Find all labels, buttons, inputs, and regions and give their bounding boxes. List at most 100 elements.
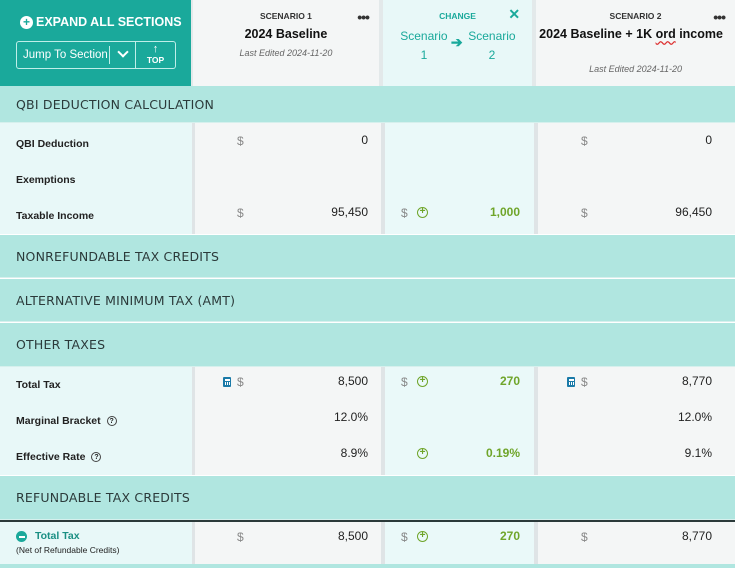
collapse-minus-icon[interactable] — [16, 531, 27, 542]
plus-circle-icon: + — [417, 207, 428, 218]
section-title: ALTERNATIVE MINIMUM TAX (AMT) — [16, 292, 236, 308]
scenario1-value: 8.9% — [340, 446, 368, 460]
dollar-sign: $ — [401, 375, 408, 389]
dollar-sign: $ — [581, 206, 588, 220]
header-controls: + EXPAND ALL SECTIONS Jump To Section ↑ … — [0, 0, 191, 86]
dollar-sign: $ — [237, 206, 244, 220]
dollar-sign: $ — [237, 530, 244, 544]
scenario2-menu-icon[interactable]: ••• — [713, 9, 726, 25]
plus-circle-icon: + — [417, 448, 428, 459]
row-label: Total Tax — [16, 379, 61, 391]
scenario2-value: 12.0% — [677, 410, 712, 424]
row-label: Total Tax — [35, 530, 80, 542]
scenario2-name: 2024 Baseline + 1K ord income — [536, 27, 726, 42]
change-header: CHANGE ✕ Scenario 1 ➔ Scenario 2 — [382, 0, 533, 86]
row-qbi-deduction: QBI Deduction $ 0 $ 0 — [0, 123, 735, 159]
scenario1-label: SCENARIO 1 — [259, 11, 312, 21]
arrow-up-icon: ↑ — [152, 43, 159, 55]
row-label: Marginal Bracket — [16, 415, 101, 427]
row-sublabel: (Net of Refundable Credits) — [16, 545, 120, 555]
row-total-tax-net: Total Tax (Net of Refundable Credits) $ … — [0, 522, 735, 564]
column-divider — [190, 0, 193, 86]
calculator-icon[interactable] — [567, 377, 575, 387]
change-column — [385, 123, 534, 234]
scenario1-header: SCENARIO 1 ••• 2024 Baseline Last Edited… — [192, 0, 379, 86]
scenario1-value: 8,500 — [337, 529, 368, 543]
scenario1-column — [195, 522, 381, 564]
scenario1-column — [195, 123, 381, 234]
change-from-word: Scenario — [400, 29, 448, 43]
column-divider — [381, 522, 385, 564]
qbi-rows: QBI Deduction $ 0 $ 0 Exemptions Taxable… — [0, 123, 735, 234]
top-button[interactable]: ↑ TOP — [136, 41, 176, 69]
row-label-wrap: Marginal Bracket? — [16, 415, 117, 427]
jump-to-section-select[interactable]: Jump To Section — [16, 41, 136, 69]
column-divider — [534, 522, 538, 564]
section-refundable-tax-credits[interactable]: REFUNDABLE TAX CREDITS — [0, 476, 735, 520]
calculator-icon[interactable] — [223, 377, 231, 387]
change-label: CHANGE — [439, 11, 476, 21]
jump-to-section-label: Jump To Section — [23, 49, 108, 61]
net-total-rows: Total Tax (Net of Refundable Credits) $ … — [0, 522, 735, 568]
column-divider — [381, 123, 385, 234]
scenario1-value: 0 — [361, 133, 368, 147]
chevron-down-icon — [117, 46, 129, 58]
change-from-number: 1 — [420, 48, 428, 62]
section-title: QBI DEDUCTION CALCULATION — [16, 96, 215, 112]
dollar-sign: $ — [581, 134, 588, 148]
help-icon[interactable]: ? — [91, 452, 102, 462]
scenario2-value: 9.1% — [684, 446, 712, 460]
help-icon[interactable]: ? — [106, 416, 117, 426]
column-divider — [192, 123, 195, 234]
section-alternative-minimum-tax[interactable]: ALTERNATIVE MINIMUM TAX (AMT) — [0, 279, 735, 322]
section-nonrefundable-tax-credits[interactable]: NONREFUNDABLE TAX CREDITS — [0, 235, 735, 278]
scenario1-value: 12.0% — [333, 410, 368, 424]
scenario2-value: 8,770 — [681, 374, 712, 388]
expand-all-button[interactable]: + EXPAND ALL SECTIONS — [20, 15, 182, 29]
scenario2-last-edited: Last Edited 2024-11-20 — [589, 64, 682, 74]
row-label: Exemptions — [16, 174, 76, 186]
dollar-sign: $ — [581, 375, 588, 389]
change-from-scenario: Scenario 1 — [383, 27, 465, 65]
scenario1-value: 95,450 — [331, 205, 368, 219]
column-divider — [192, 522, 195, 564]
row-exemptions: Exemptions — [0, 159, 735, 195]
scenario2-label: SCENARIO 2 — [609, 11, 662, 21]
change-to-number: 2 — [488, 48, 496, 62]
label-column — [0, 123, 192, 234]
top-label: TOP — [146, 55, 165, 65]
row-label: QBI Deduction — [16, 138, 89, 150]
label-column — [0, 522, 192, 564]
scenario2-value: 8,770 — [681, 529, 712, 543]
section-other-taxes[interactable]: OTHER TAXES — [0, 323, 735, 367]
column-divider — [534, 123, 538, 234]
change-column — [385, 367, 534, 475]
change-to-scenario: Scenario 2 — [451, 27, 533, 65]
scenario1-menu-icon[interactable]: ••• — [357, 9, 370, 25]
change-value: 0.19% — [485, 446, 520, 460]
row-total-tax: Total Tax $ 8,500 $ + 270 $ 8,770 — [0, 367, 735, 403]
scenario2-name-misspelled: ord — [655, 27, 676, 41]
plus-circle-icon: + — [417, 376, 428, 387]
row-taxable-income: Taxable Income $ 95,450 $ + 1,000 $ 96,4… — [0, 195, 735, 231]
change-value: 1,000 — [489, 205, 520, 219]
scenario2-name-part2: income — [675, 27, 723, 41]
scenario2-column — [538, 123, 735, 234]
column-divider — [381, 367, 385, 475]
header: + EXPAND ALL SECTIONS Jump To Section ↑ … — [0, 0, 735, 86]
dollar-sign: $ — [237, 375, 244, 389]
other-taxes-rows: Total Tax $ 8,500 $ + 270 $ 8,770 Margin… — [0, 367, 735, 475]
change-value: 270 — [499, 374, 520, 388]
dollar-sign: $ — [581, 530, 588, 544]
scenario1-name: 2024 Baseline — [244, 27, 328, 41]
row-label-wrap: Effective Rate? — [16, 451, 102, 463]
row-marginal-bracket: Marginal Bracket? 12.0% 12.0% — [0, 403, 735, 439]
row-effective-rate: Effective Rate? 8.9% + 0.19% 9.1% — [0, 439, 735, 475]
close-icon[interactable]: ✕ — [508, 6, 521, 22]
arrow-right-icon: ➔ — [450, 34, 463, 50]
section-qbi-deduction[interactable]: QBI DEDUCTION CALCULATION — [0, 86, 735, 123]
row-label: Effective Rate — [16, 451, 86, 463]
scenario2-name-part1: 2024 Baseline + 1K — [539, 27, 656, 41]
select-divider — [109, 46, 110, 64]
dollar-sign: $ — [401, 206, 408, 220]
